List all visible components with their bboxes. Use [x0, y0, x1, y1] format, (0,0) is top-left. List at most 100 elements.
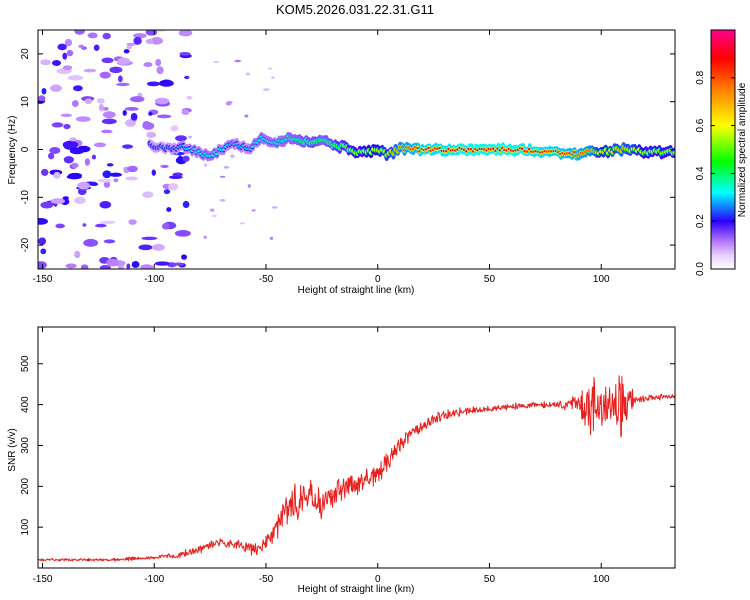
spectrogram-cell	[173, 262, 185, 266]
spectrogram-cell	[102, 170, 112, 179]
spectrogram-cell	[118, 75, 123, 83]
spectrogram-cell	[142, 122, 155, 130]
spectrogram-cell	[116, 82, 130, 87]
spectrogram-cell	[143, 62, 153, 68]
spectrogram-cell	[181, 254, 187, 260]
spectrogram-cell	[109, 172, 122, 177]
spectrogram-cell	[166, 207, 172, 212]
spectrogram-cell	[167, 183, 179, 191]
spectrogram-cell	[82, 223, 87, 227]
spectrogram-cell	[142, 191, 154, 198]
spectrogram-cell	[69, 147, 85, 155]
spectrogram-cell	[84, 98, 93, 105]
spectrogram-cell	[209, 208, 215, 212]
spectrogram-cell	[93, 44, 100, 51]
spectrogram-cell	[204, 163, 208, 167]
spectrogram-cell	[74, 196, 86, 205]
spectrogram-cell	[184, 75, 190, 80]
spectrogram-cell	[130, 112, 138, 121]
spectrogram-cell	[181, 109, 190, 116]
spectrogram-cell	[72, 85, 83, 92]
spectrogram-cell	[156, 114, 172, 119]
spectrogram-cell	[98, 103, 104, 112]
spectrogram-cell	[244, 114, 249, 118]
spectrogram-cell	[150, 36, 163, 45]
x-tick-label: -50	[259, 574, 274, 585]
spectrogram-cell	[225, 101, 232, 106]
spectrogram-cell	[78, 44, 84, 49]
spectrogram-cell	[70, 162, 79, 169]
spectrogram-cell	[122, 144, 134, 149]
spectrogram-cell	[271, 76, 275, 80]
spectrogram-cell	[77, 187, 87, 196]
spectrogram-cell	[156, 66, 164, 75]
spectrogram-cell	[113, 178, 119, 183]
x-tick-label: 100	[593, 274, 610, 285]
spectrogram-cell	[87, 32, 98, 39]
spectrogram-cell	[62, 140, 79, 149]
spectrogram-cell	[106, 258, 120, 267]
spectrogram-cell	[251, 209, 256, 212]
spectrogram-cell	[89, 182, 99, 187]
spectrogram-cell	[234, 59, 242, 63]
snr-background	[38, 327, 675, 568]
spectrogram-cell	[38, 237, 47, 246]
colorbar-tick-label: 0.4	[695, 166, 706, 180]
spectrogram-cell	[154, 261, 171, 266]
snr-y-label: SNR (v/v)	[7, 428, 18, 471]
spectrogram-cell	[125, 176, 138, 181]
spectrogram-cell	[101, 118, 117, 125]
spectrogram-x-axis: -150 -100 -50 0 50 100	[32, 30, 610, 285]
x-tick-label: 100	[593, 574, 610, 585]
spectrogram-cell	[67, 75, 84, 81]
spectrogram-cell	[62, 65, 73, 71]
spectrogram-cell	[172, 172, 183, 177]
colorbar-tick-label: 0.8	[695, 70, 706, 84]
spectrogram-cell	[174, 230, 191, 237]
spectrogram-cell	[101, 57, 114, 64]
spectrogram-cell	[40, 201, 54, 209]
x-tick-label: 50	[484, 574, 496, 585]
spectrogram-cell	[65, 263, 77, 269]
spectrogram-cell	[170, 125, 179, 132]
spectrogram-cell	[75, 116, 91, 122]
y-tick-label: 10	[20, 96, 31, 108]
spectrogram-cell	[109, 66, 123, 74]
spectrogram-cell	[84, 158, 91, 166]
spectrogram-cell	[219, 175, 226, 178]
spectrogram-cell	[211, 214, 218, 218]
spectrogram-cell	[161, 223, 171, 230]
y-tick-label: 20	[20, 48, 31, 60]
spectrogram-cell	[122, 110, 127, 116]
spectrogram-cell	[63, 156, 74, 164]
spectrogram-cell	[175, 135, 187, 142]
spectrogram-cell	[51, 122, 64, 128]
spectrogram-cell	[146, 81, 161, 87]
y-tick-label: 100	[20, 518, 31, 535]
spectrogram-cell	[49, 147, 61, 154]
spectrogram-cell	[106, 163, 114, 167]
spectrogram-cell	[40, 248, 47, 255]
spectrogram-cell	[186, 95, 193, 100]
y-tick-label: -20	[20, 237, 31, 252]
colorbar-label: Normalized spectral amplitude	[737, 82, 748, 217]
spectrogram-y-label: Frequency (Hz)	[7, 116, 18, 185]
spectrogram-cell	[83, 238, 99, 247]
spectrogram-cell	[230, 154, 235, 158]
spectrogram-cell	[133, 36, 142, 45]
spectrogram-cell	[83, 68, 97, 73]
spectrogram-cell	[138, 244, 153, 251]
spectrogram-cell	[155, 58, 162, 67]
snr-series-line	[38, 375, 675, 562]
snr-x-label: Height of straight line (km)	[298, 584, 415, 595]
spectrogram-cell	[96, 98, 105, 104]
spectrogram-cell	[103, 239, 116, 244]
spectrogram-cell	[66, 49, 74, 57]
spectrogram-cell	[223, 165, 230, 169]
spectrogram-cell	[146, 131, 157, 138]
spectrogram-cell	[219, 198, 226, 202]
x-tick-label: -150	[32, 274, 52, 285]
spectrogram-cell	[126, 263, 131, 269]
spectrogram-cell	[160, 164, 169, 168]
